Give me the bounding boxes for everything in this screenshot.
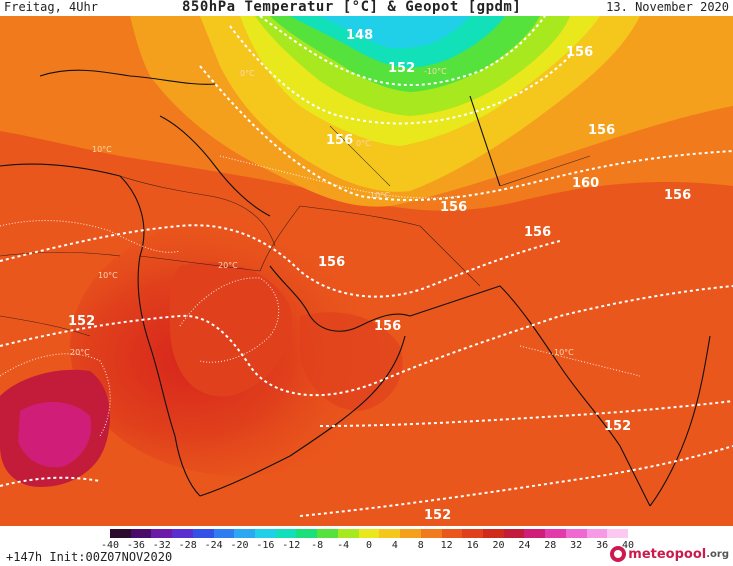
colorbar-tick-label: -4 [337,540,350,551]
colorbar-segment [317,529,338,538]
colorbar-segment [192,529,214,538]
brand-tld: .org [706,548,729,560]
colorbar-segment [255,529,276,538]
valid-date: 13. November 2020 [606,0,729,14]
colorbar-segment [400,529,421,538]
geopot-label: 156 [440,200,467,215]
hot-region-core [169,262,292,397]
colorbar-segment [607,529,628,538]
temperature-labels: -10°C 0°C 10°C 20°C 20°C 10°C 10°C 10°C … [70,67,574,357]
temperature-band-west [0,16,130,115]
colorbar-segment [151,529,173,538]
colorbar-segment [565,529,587,538]
colorbar-ticks: -40 -36 -32 -28 -24 -20 -16 -12 -8 -4 0 4 8 12 16 20 24 2… [101,540,634,552]
weather-map: 148 152 156 156 156 156 156 156 156 160 … [0,16,733,526]
meteopool-logo-icon [610,546,627,562]
colorbar-segment [420,529,442,538]
colorbar-tick-label: -24 [204,540,223,551]
brand-logo: meteopool .org [610,546,729,562]
colorbar-tick-label: -20 [230,540,249,551]
temp-label: 10°C [92,145,112,154]
colorbar-tick-label: 0 [365,540,373,551]
colorbar-segment [482,529,504,538]
temp-label: -10°C [424,67,447,76]
temp-label: 10°C [98,271,118,280]
geopot-label: 152 [424,508,451,523]
temp-label: 20°C [218,261,238,270]
geopot-label: 156 [566,45,593,60]
hot-region-oman [300,312,403,411]
colorbar-segment [441,529,463,538]
colorbar-tick-label: 4 [391,540,398,551]
geopot-label: 148 [346,28,373,43]
colorbar-tick-label: 20 [492,540,505,551]
colorbar-segment [172,529,193,538]
header-bar: Freitag, 4Uhr 850hPa Temperatur [°C] & G… [0,0,733,16]
run-info: +147h Init:00Z07NOV2020 [6,550,173,564]
colorbar-tick-label: 28 [544,540,557,551]
colorbar-tick-label: -12 [282,540,301,551]
colorbar-segment [296,529,318,538]
colorbar-segment [586,529,608,538]
colorbar-segment [337,529,359,538]
geopot-label: 156 [326,133,353,148]
geopotential-isolines [0,16,733,517]
colorbar-tick-label: 24 [518,540,531,551]
borders [0,125,591,337]
map-title: 850hPa Temperatur [°C] & Geopot [gpdm] [182,0,522,15]
temp-label: 0°C [356,139,371,148]
temp-label: 10°C [554,348,574,357]
colorbar-segment [234,529,256,538]
valid-time: Freitag, 4Uhr [4,0,98,14]
temp-label: 0°C [240,69,255,78]
colorbar-tick-label: 16 [466,540,479,551]
colorbar-tick-label: -8 [311,540,324,551]
colorbar-tick-label: -16 [256,540,275,551]
colorbar-segment [379,529,401,538]
colorbar-tick-label: -36 [126,540,145,551]
geopot-label: 156 [588,123,615,138]
temperature-band-minus12 [320,16,470,49]
colorbar-segment [213,529,235,538]
hot-region-sudan-core [18,401,92,468]
geopotential-labels: 148 152 156 156 156 156 156 156 156 160 … [68,28,691,523]
geopot-label: 156 [374,319,401,334]
temp-label: 10°C [370,191,390,200]
geopot-label: 156 [664,188,691,203]
colorbar-tick-label: -28 [178,540,197,551]
temp-label: 20°C [70,348,90,357]
colorbar-tick-label: -32 [152,540,171,551]
geopot-label: 160 [572,176,599,191]
coastlines [0,69,711,507]
geopot-label: 152 [68,314,95,329]
colorbar-segment [130,529,152,538]
geopot-label: 156 [318,255,345,270]
geopot-label: 152 [604,419,631,434]
colorbar-segment [545,529,566,538]
temperature-colorbar [110,529,628,538]
brand-name: meteopool [628,546,707,562]
colorbar-segment [110,529,131,538]
colorbar-segment [275,529,297,538]
map-canvas: 148 152 156 156 156 156 156 156 156 160 … [0,16,733,526]
colorbar-tick-label: 12 [440,540,453,551]
colorbar-tick-label: 8 [417,540,424,551]
colorbar-segment [524,529,546,538]
colorbar-tick-label: 32 [570,540,583,551]
geopot-label: 156 [524,225,551,240]
colorbar-segment [358,529,380,538]
colorbar-segment [462,529,483,538]
colorbar-tick-label: 40 [621,540,635,551]
footer-bar: -40 -36 -32 -28 -24 -20 -16 -12 -8 -4 0 4 8 12 16 20 24 2… [0,526,733,566]
temperature-isolines [0,155,641,437]
colorbar-tick-label: 36 [596,540,609,551]
colorbar-segment [503,529,525,538]
colorbar-tick-label: -40 [100,540,120,551]
geopot-label: 152 [388,61,415,76]
